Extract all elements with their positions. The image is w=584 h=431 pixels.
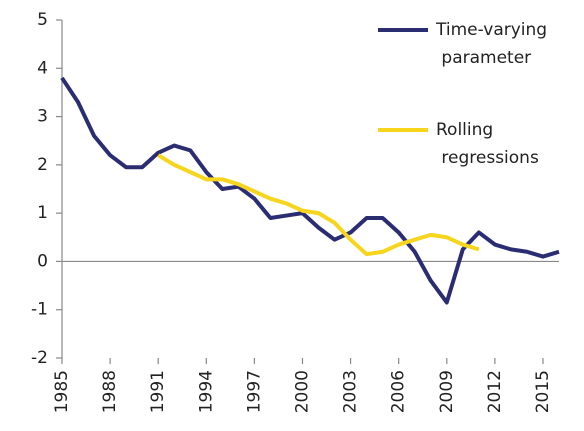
series-line bbox=[157, 153, 480, 257]
y-tick-label: 0 bbox=[37, 251, 48, 271]
y-tick-label: 1 bbox=[37, 203, 48, 223]
x-tick-label: 2015 bbox=[533, 370, 553, 413]
x-tick-label: 2009 bbox=[437, 370, 457, 413]
y-tick-label: -2 bbox=[31, 348, 48, 368]
x-tick-label: 1994 bbox=[196, 370, 216, 413]
x-tick-label: 2006 bbox=[389, 370, 409, 413]
series-line bbox=[60, 76, 560, 305]
y-tick-label: 5 bbox=[37, 10, 48, 30]
y-tick-label: 4 bbox=[37, 58, 48, 78]
y-tick-label: 2 bbox=[37, 155, 48, 175]
y-tick-label: -1 bbox=[31, 300, 48, 320]
y-tick-label: 3 bbox=[37, 107, 48, 127]
x-tick-label: 1991 bbox=[148, 370, 168, 413]
legend-label: Time-varying parameter bbox=[435, 20, 547, 68]
x-tick-label: 1997 bbox=[244, 370, 264, 413]
x-tick-label: 1988 bbox=[100, 370, 120, 413]
x-tick-label: 2003 bbox=[341, 370, 361, 413]
legend-label: Rolling regressions bbox=[436, 120, 539, 168]
x-tick-label: 2012 bbox=[485, 370, 505, 413]
x-tick-label: 1985 bbox=[52, 370, 72, 413]
x-tick-label: 2000 bbox=[292, 370, 312, 413]
